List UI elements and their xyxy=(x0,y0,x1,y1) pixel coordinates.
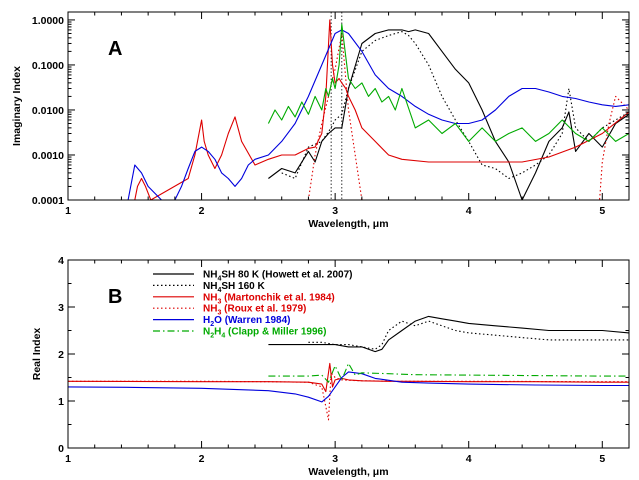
series-line-1 xyxy=(268,29,629,200)
legend-item: NH4SH 160 K xyxy=(153,281,265,294)
y-tick-label: 0.0100 xyxy=(32,105,64,117)
x-tick-label: 3 xyxy=(332,453,338,465)
panel-a: 1 2 3 4 5 0.0001 0.0010 0.0100 0.1000 1.0000 Wavel… xyxy=(11,11,630,230)
series-line-2 xyxy=(308,320,629,350)
series-line-5 xyxy=(68,371,629,403)
x-tick-label: 4 xyxy=(466,453,472,465)
y-tick-label: 1.0000 xyxy=(32,15,64,27)
legend-label: NH3 (Martonchik et al. 1984) xyxy=(203,292,335,305)
legend-label: NH4SH 80 K (Howett et al. 2007) xyxy=(203,270,353,283)
legend-label: NH3 (Roux et al. 1979) xyxy=(203,304,306,317)
x-axis-title: Wavelength, μm xyxy=(308,466,388,478)
series-line-3 xyxy=(134,19,629,200)
series-line-6 xyxy=(267,23,629,142)
legend-label: N2H4 (Clapp & Miller 1996) xyxy=(203,327,326,340)
x-tick-label: 1 xyxy=(65,205,71,217)
legend-item: N2H4 (Clapp & Miller 1996) xyxy=(153,327,326,340)
series-line-6 xyxy=(268,362,629,383)
y-tick-label: 3 xyxy=(58,302,64,314)
y-tick-label: 0.0001 xyxy=(32,195,64,207)
y-tick-label: 0 xyxy=(58,443,64,455)
series-line-5 xyxy=(127,29,629,200)
panel-label: B xyxy=(108,286,122,308)
series-line-4 xyxy=(68,372,629,421)
x-tick-label: 5 xyxy=(599,453,605,465)
x-tick-label: 3 xyxy=(332,205,338,217)
legend: NH4SH 80 K (Howett et al. 2007)NH4SH 160… xyxy=(153,270,353,340)
legend-item: NH3 (Roux et al. 1979) xyxy=(153,304,306,317)
series-group xyxy=(68,315,629,421)
legend-item: NH3 (Martonchik et al. 1984) xyxy=(153,292,335,305)
legend-item: NH4SH 80 K (Howett et al. 2007) xyxy=(153,270,353,283)
y-axis-title: Real Index xyxy=(31,328,43,381)
y-axis-title: Imaginary Index xyxy=(11,66,23,146)
x-tick-label: 1 xyxy=(65,453,71,465)
series-line-1 xyxy=(268,315,629,353)
y-tick-label: 1 xyxy=(58,396,64,408)
x-tick-label: 2 xyxy=(199,205,205,217)
y-tick-label: 0.1000 xyxy=(32,60,64,72)
series-line-4 xyxy=(307,32,629,200)
x-axis-title: Wavelength, μm xyxy=(308,218,388,230)
y-tick-label: 4 xyxy=(58,255,64,267)
x-tick-label: 2 xyxy=(199,453,205,465)
legend-label: NH4SH 160 K xyxy=(203,281,265,294)
panel-label: A xyxy=(108,38,122,60)
legend-label: H2O (Warren 1984) xyxy=(203,315,290,328)
series-line-2 xyxy=(281,31,629,180)
plot-frame xyxy=(67,259,630,449)
series-group xyxy=(127,19,629,200)
y-tick-label: 0.0010 xyxy=(32,150,64,162)
legend-item: H2O (Warren 1984) xyxy=(153,315,290,328)
x-tick-label: 4 xyxy=(466,205,472,217)
x-tick-label: 5 xyxy=(599,205,605,217)
plot-frame xyxy=(67,11,630,201)
y-tick-label: 2 xyxy=(58,349,64,361)
